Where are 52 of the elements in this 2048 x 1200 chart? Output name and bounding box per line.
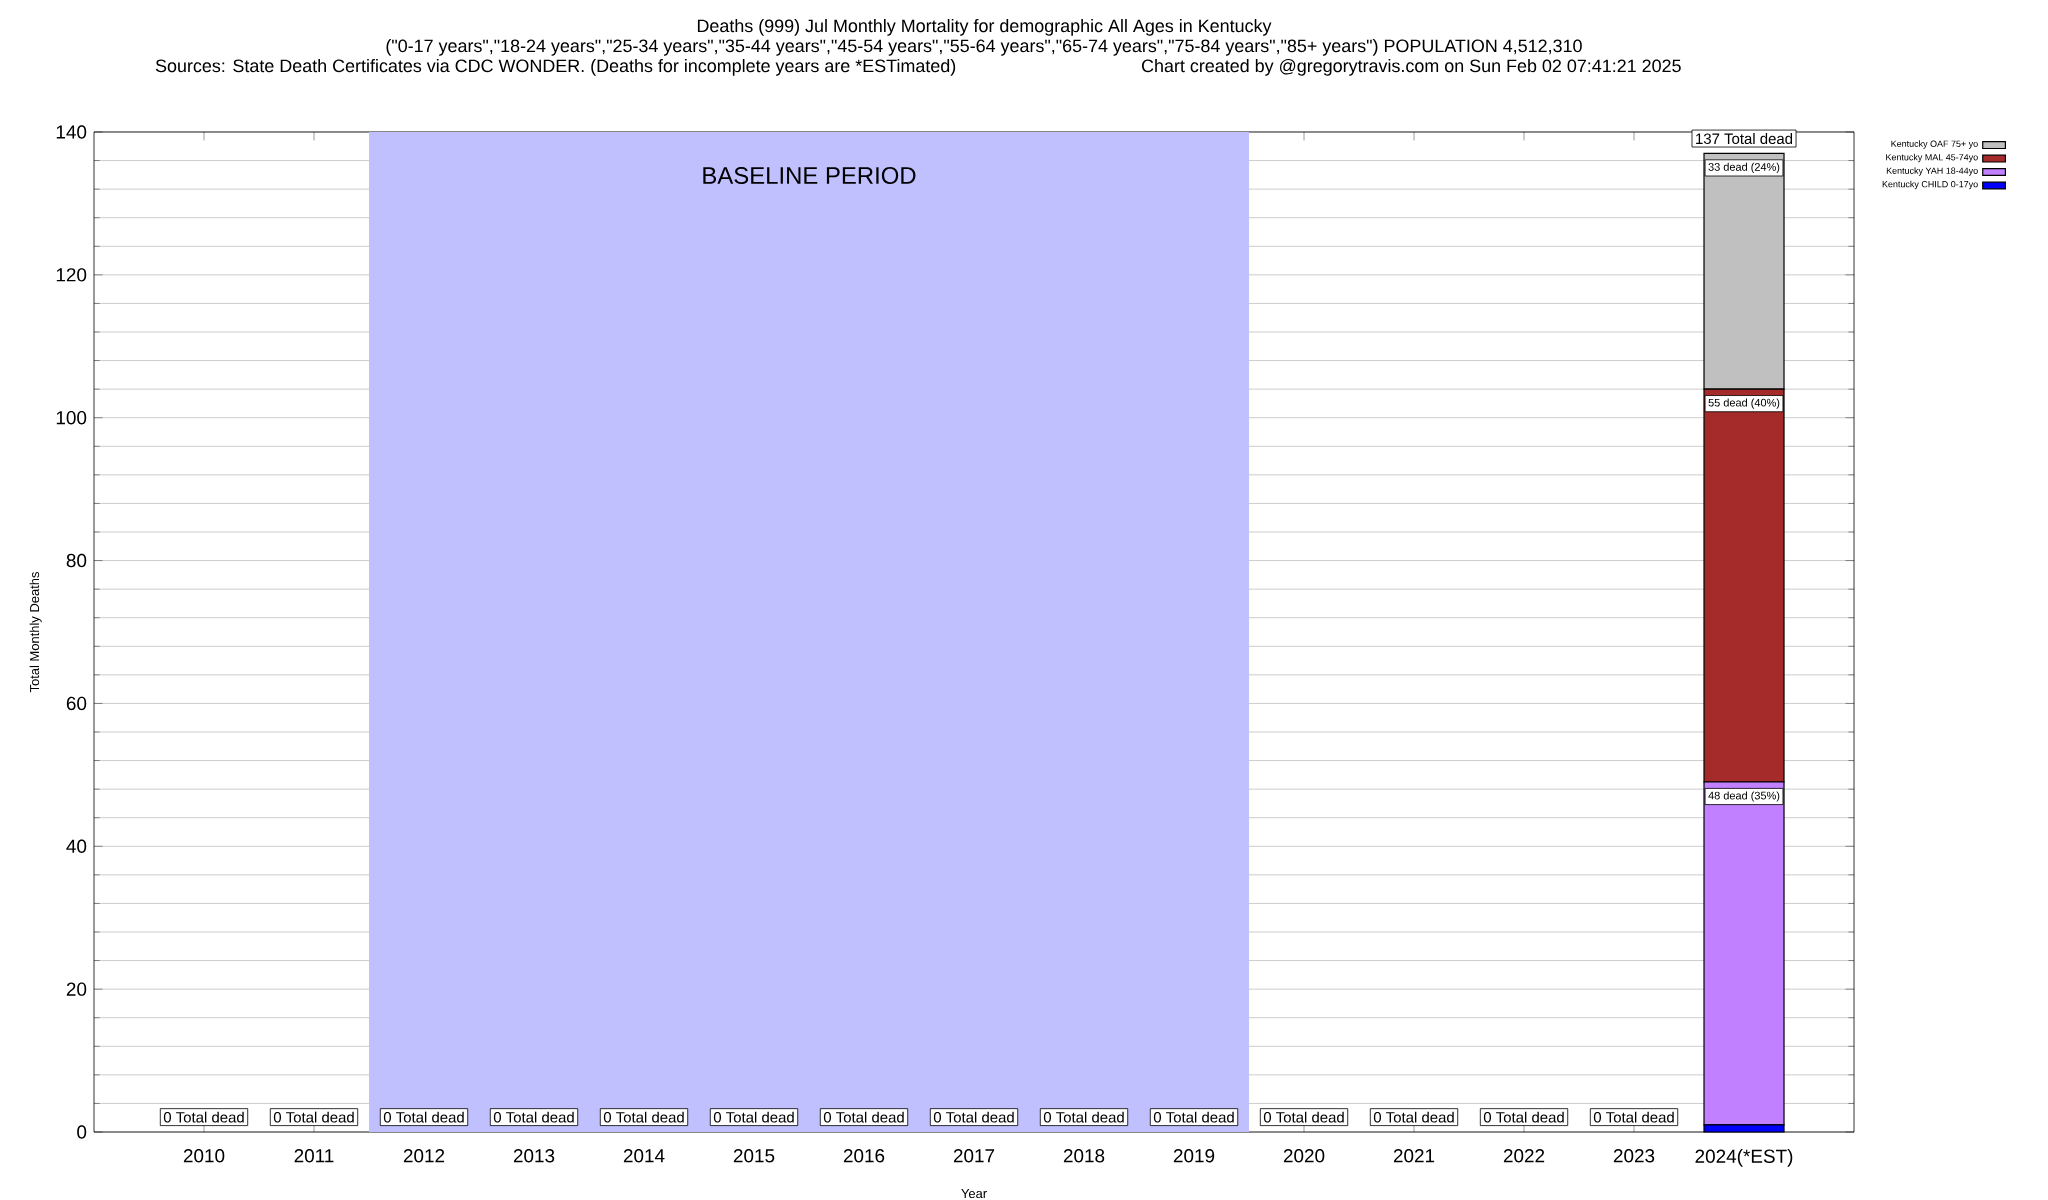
data-label: 48 dead (35%)	[1708, 791, 1780, 802]
y-tick-label: 120	[56, 268, 87, 282]
data-label: 55 dead (40%)	[1708, 398, 1780, 409]
x-tick-label: 2018	[1063, 1149, 1105, 1163]
y-tick-label: 140	[56, 125, 87, 139]
total-label: 0 Total dead	[273, 1111, 354, 1123]
y-tick-label: 60	[66, 696, 87, 711]
y-tick-label: 40	[66, 839, 87, 853]
y-tick-label: 20	[66, 982, 87, 996]
band-label: BASELINE PERIOD	[703, 167, 916, 184]
total-label: 0 Total dead	[1593, 1111, 1674, 1123]
total-label: 0 Total dead	[603, 1111, 684, 1123]
x-tick-label: 2014	[623, 1149, 665, 1163]
total-label: 137 Total dead	[1696, 133, 1793, 145]
total-label: 0 Total dead	[383, 1111, 464, 1123]
x-tick-label: 2017	[953, 1149, 995, 1163]
total-label: 0 Total dead	[1153, 1111, 1234, 1123]
x-tick-label: 2022	[1503, 1149, 1545, 1163]
x-tick-label: 2012	[403, 1149, 445, 1163]
legend-label: Kentucky CHILD 0-17yo	[1882, 180, 1978, 190]
y-axis-title: Total Monthly Deaths	[29, 572, 42, 693]
total-label: 0 Total dead	[1483, 1111, 1564, 1123]
total-label: 0 Total dead	[493, 1111, 574, 1123]
x-tick-label: 2013	[513, 1149, 555, 1163]
chart-subtitle: ("0-17 years","18-24 years","25-34 years","35-44 years","45-54 years","55-64 years","65-74 years","75-84 years","85+ years") POPULATION 4,512,310	[386, 39, 1582, 56]
y-tick-label: 100	[56, 411, 87, 425]
x-tick-label: 2019	[1173, 1149, 1215, 1163]
total-label: 0 Total dead	[1043, 1111, 1124, 1123]
x-tick-label: 2023	[1613, 1149, 1655, 1163]
y-tick-label: 80	[66, 553, 87, 568]
total-label: 0 Total dead	[823, 1111, 904, 1123]
x-tick-label: 2015	[733, 1149, 775, 1163]
text: Chart created by @gregorytravis.com on Sun Feb 02 07:41:21 2025	[1141, 59, 1681, 76]
x-tick-label: 2024(*EST)	[1695, 1149, 1793, 1167]
total-label: 0 Total dead	[933, 1111, 1014, 1123]
legend-label: Kentucky OAF 75+ yo	[1891, 140, 1978, 149]
x-axis-title: Year	[961, 1189, 987, 1199]
source-note: Sources: State Death Certificates via CDC WONDER. (Deaths for incomplete years are *ESTimated)	[155, 59, 956, 76]
x-tick-label: 2021	[1393, 1149, 1435, 1163]
total-label: 0 Total dead	[163, 1111, 244, 1123]
chart-title: Deaths (999) Jul Monthly Mortality for demographic All Ages in Kentucky	[697, 19, 1272, 36]
total-label: 0 Total dead	[1263, 1111, 1344, 1123]
x-tick-label: 2010	[183, 1149, 225, 1163]
total-label: 0 Total dead	[713, 1111, 794, 1123]
data-label: 33 dead (24%)	[1708, 162, 1780, 174]
total-label: 0 Total dead	[1373, 1111, 1454, 1123]
x-tick-label: 2011	[294, 1149, 334, 1163]
legend-label: Kentucky YAH 18-44yo	[1886, 167, 1978, 176]
legend-label: Kentucky MAL 45-74yo	[1886, 153, 1978, 163]
x-tick-label: 2020	[1283, 1149, 1325, 1163]
x-tick-label: 2016	[843, 1149, 885, 1163]
y-tick-label: 0	[77, 1125, 87, 1139]
